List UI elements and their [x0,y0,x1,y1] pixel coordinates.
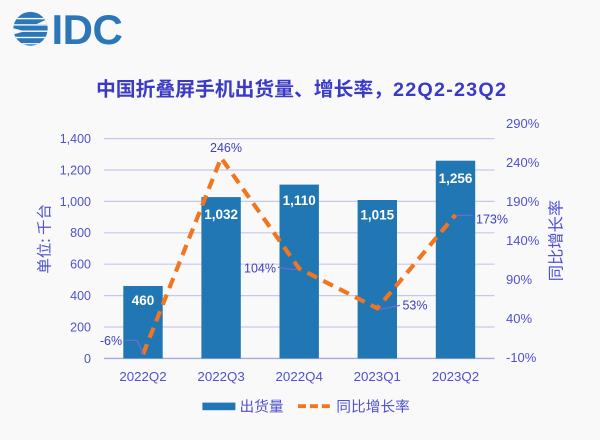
svg-text:1,400: 1,400 [60,132,91,146]
svg-text:2022Q3: 2022Q3 [197,369,244,384]
svg-text:90%: 90% [506,272,532,287]
svg-text:140%: 140% [506,233,540,248]
svg-text:104%: 104% [244,262,276,276]
svg-text:2022Q4: 2022Q4 [276,369,323,384]
svg-text:1,000: 1,000 [60,195,91,209]
svg-text:2023Q1: 2023Q1 [354,369,401,384]
svg-text:190%: 190% [506,194,540,209]
svg-text:1,256: 1,256 [439,171,473,186]
svg-text:200: 200 [70,320,91,334]
svg-text:246%: 246% [210,141,242,155]
svg-text:460: 460 [132,293,155,308]
svg-text:53%: 53% [402,299,427,313]
svg-text:0: 0 [84,352,91,366]
svg-text:800: 800 [70,226,91,240]
svg-text:22Q2-23Q2: 22Q2-23Q2 [393,79,507,101]
svg-text:1,200: 1,200 [60,163,91,177]
svg-text:2023Q2: 2023Q2 [432,369,479,384]
svg-text:IDC: IDC [52,6,123,53]
svg-text:173%: 173% [476,213,508,227]
svg-text:40%: 40% [506,311,532,326]
svg-text:1,015: 1,015 [360,208,394,223]
svg-text:1,032: 1,032 [204,207,238,222]
svg-text:1,110: 1,110 [283,193,316,208]
svg-text:-10%: -10% [506,350,537,365]
svg-text:290%: 290% [506,116,540,131]
svg-text:-6%: -6% [100,334,122,348]
svg-text:2022Q2: 2022Q2 [119,369,166,384]
svg-text:240%: 240% [506,155,540,170]
svg-text:400: 400 [70,289,91,303]
svg-text:600: 600 [70,258,91,272]
